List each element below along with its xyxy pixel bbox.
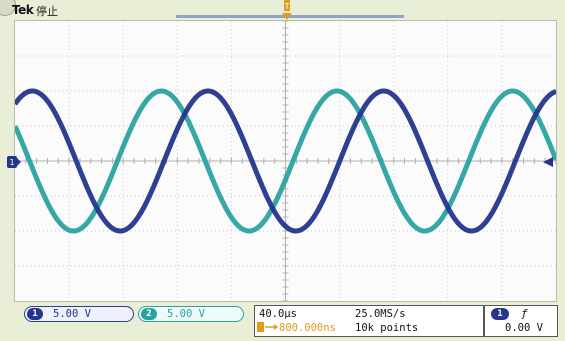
trigger-slope-icon: ƒ [521, 307, 528, 320]
acquisition-state: 停止 [36, 5, 58, 18]
trigger-level: 0.00 V [505, 322, 543, 334]
brand-logo: Tek [12, 3, 34, 17]
trigger-source-badge: 1 [491, 308, 509, 320]
delay-value: 800.000ns [279, 322, 336, 334]
top-status-bar: Tek 停止 T [0, 0, 565, 22]
channel-1-badge: 1 [27, 308, 43, 320]
channel-1-ground-marker-icon[interactable]: 1 [7, 156, 21, 168]
status-bar: 1 5.00 V 2 5.00 V 40.0µs 25.0MS/s 800.00… [24, 304, 558, 338]
channel-1-readout[interactable]: 1 5.00 V [24, 306, 134, 322]
time-per-division: 40.0µs [259, 308, 297, 320]
waveform-display[interactable] [14, 20, 557, 302]
delay-readout: 800.000ns [257, 322, 336, 334]
trigger-level-arrow-icon[interactable] [541, 157, 553, 167]
svg-text:T: T [284, 2, 290, 11]
record-length: 10k points [355, 322, 419, 334]
channel-2-badge: 2 [141, 308, 157, 320]
trigger-position-marker-icon[interactable]: T [281, 0, 293, 22]
corner-icon [0, 0, 16, 16]
sample-rate: 25.0MS/s [355, 308, 406, 320]
channel-1-scale: 5.00 V [53, 308, 91, 320]
channel-2-scale: 5.00 V [167, 308, 205, 320]
horizontal-readout[interactable]: 40.0µs 25.0MS/s 800.000ns 10k points [254, 305, 484, 337]
delay-marker-icon [257, 322, 278, 332]
channel-2-waveform [15, 88, 556, 234]
trigger-readout[interactable]: 1 ƒ 0.00 V [484, 305, 558, 337]
channel-2-readout[interactable]: 2 5.00 V [138, 306, 244, 322]
record-view-bar [176, 15, 404, 18]
waveform-graticule [15, 21, 556, 301]
svg-text:1: 1 [9, 158, 14, 167]
channel-1-waveform [15, 88, 556, 234]
